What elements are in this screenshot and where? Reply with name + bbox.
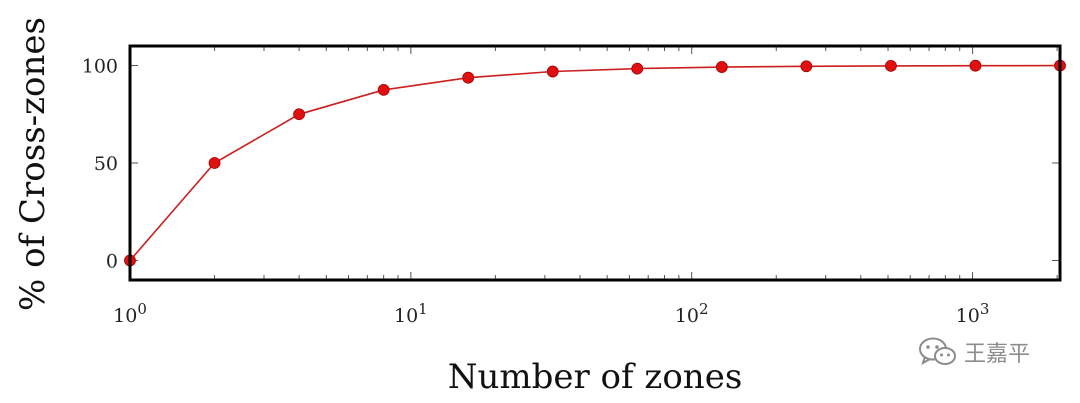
x-tick-label: 100 [113, 300, 147, 327]
x-tick-label: 101 [394, 300, 428, 327]
data-point [208, 157, 221, 169]
data-point [293, 108, 305, 121]
series-cross-zones [124, 59, 1066, 267]
y-tick-label: 100 [82, 56, 118, 78]
x-axis-title: Number of zones [448, 357, 743, 397]
y-tick-label: 0 [106, 251, 118, 273]
axis-ticks [129, 46, 1060, 280]
data-point [377, 83, 390, 96]
data-point [631, 62, 644, 75]
data-point [462, 71, 475, 84]
wechat-icon [919, 337, 956, 366]
plot-frame [128, 44, 1062, 282]
data-point [885, 59, 897, 72]
tick-labels: 100 101 102 103 0 50 100 [82, 56, 990, 328]
series-line [129, 64, 1061, 262]
x-tick-label: 103 [956, 300, 990, 327]
data-point [546, 65, 559, 78]
data-point [800, 60, 813, 73]
watermark-text: 王嘉平 [964, 342, 1031, 367]
y-axis-title: % of Cross-zones [13, 17, 53, 311]
x-tick-label: 102 [675, 300, 709, 327]
watermark: 王嘉平 [918, 336, 1030, 368]
data-point [715, 61, 728, 73]
data-point [969, 59, 982, 72]
y-tick-label: 50 [94, 153, 118, 175]
